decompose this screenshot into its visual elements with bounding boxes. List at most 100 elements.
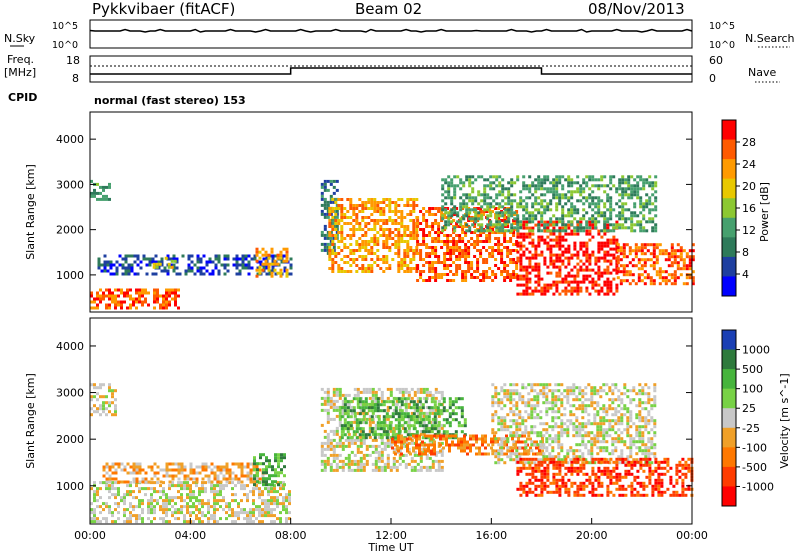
data-cell <box>333 394 336 397</box>
data-cell <box>561 236 564 239</box>
data-cell <box>327 433 330 436</box>
data-cell <box>645 178 648 181</box>
data-cell <box>403 240 406 243</box>
data-cell <box>208 475 211 478</box>
data-cell <box>356 430 359 433</box>
data-cell <box>321 213 324 216</box>
data-cell <box>261 499 264 502</box>
data-cell <box>161 258 164 261</box>
data-cell <box>506 449 509 452</box>
data-cell <box>382 228 385 231</box>
data-cell <box>567 227 570 230</box>
data-cell <box>101 270 104 273</box>
data-cell <box>273 520 276 523</box>
data-cell <box>120 496 123 499</box>
data-cell <box>183 487 186 490</box>
data-cell <box>386 430 389 433</box>
data-cell <box>397 261 400 264</box>
data-cell <box>494 437 497 440</box>
data-cell <box>324 400 327 403</box>
data-cell <box>510 226 513 229</box>
data-cell <box>450 199 453 202</box>
data-cell <box>243 487 246 490</box>
data-cell <box>236 264 239 267</box>
data-cell <box>123 508 126 511</box>
data-cell <box>336 457 339 460</box>
data-cell <box>333 445 336 448</box>
data-cell <box>117 301 120 304</box>
data-cell <box>430 453 433 456</box>
data-cell <box>497 240 500 243</box>
data-cell <box>469 435 472 438</box>
data-cell <box>351 460 354 463</box>
data-cell <box>506 398 509 401</box>
data-cell <box>627 178 630 181</box>
data-cell <box>507 193 510 196</box>
data-cell <box>654 226 657 229</box>
data-cell <box>340 237 343 240</box>
data-cell <box>532 453 535 456</box>
data-cell <box>279 511 282 514</box>
data-cell <box>521 416 524 419</box>
data-cell <box>151 466 154 469</box>
data-cell <box>455 400 458 403</box>
data-cell <box>372 421 375 424</box>
data-cell <box>210 490 213 493</box>
data-cell <box>425 219 428 222</box>
data-cell <box>336 454 339 457</box>
data-cell <box>500 398 503 401</box>
data-cell <box>365 421 368 424</box>
data-cell <box>93 520 96 523</box>
data-cell <box>456 211 459 214</box>
data-cell <box>510 184 513 187</box>
data-cell <box>434 219 437 222</box>
data-cell <box>644 270 647 273</box>
data-cell <box>180 481 183 484</box>
data-cell <box>104 261 107 264</box>
data-cell <box>277 453 280 456</box>
data-cell <box>362 400 365 403</box>
data-cell <box>651 226 654 229</box>
data-cell <box>465 208 468 211</box>
data-cell <box>471 190 474 193</box>
data-cell <box>444 190 447 193</box>
data-cell <box>243 484 246 487</box>
data-cell <box>446 409 449 412</box>
data-cell <box>166 463 169 466</box>
data-cell <box>258 493 261 496</box>
data-cell <box>461 237 464 240</box>
data-cell <box>390 469 393 472</box>
data-cell <box>341 406 344 409</box>
data-cell <box>555 284 558 287</box>
data-cell <box>434 421 437 424</box>
data-cell <box>659 267 662 270</box>
data-cell <box>164 270 167 273</box>
data-cell <box>623 273 626 276</box>
data-cell <box>468 196 471 199</box>
data-cell <box>391 438 394 441</box>
data-cell <box>339 397 342 400</box>
data-cell <box>519 269 522 272</box>
data-cell <box>346 222 349 225</box>
data-cell <box>422 237 425 240</box>
data-cell <box>327 463 330 466</box>
data-cell <box>126 307 129 310</box>
data-cell <box>500 419 503 422</box>
data-cell <box>324 448 327 451</box>
data-cell <box>450 184 453 187</box>
data-cell <box>450 220 453 223</box>
data-cell <box>689 255 692 258</box>
data-cell <box>222 484 225 487</box>
data-cell <box>531 211 534 214</box>
data-cell <box>537 202 540 205</box>
data-cell <box>412 225 415 228</box>
data-cell <box>370 198 373 201</box>
data-cell <box>519 254 522 257</box>
data-cell <box>253 466 256 469</box>
data-cell <box>537 242 540 245</box>
data-cell <box>117 511 120 514</box>
data-cell <box>606 293 609 296</box>
data-cell <box>261 508 264 511</box>
data-cell <box>376 201 379 204</box>
